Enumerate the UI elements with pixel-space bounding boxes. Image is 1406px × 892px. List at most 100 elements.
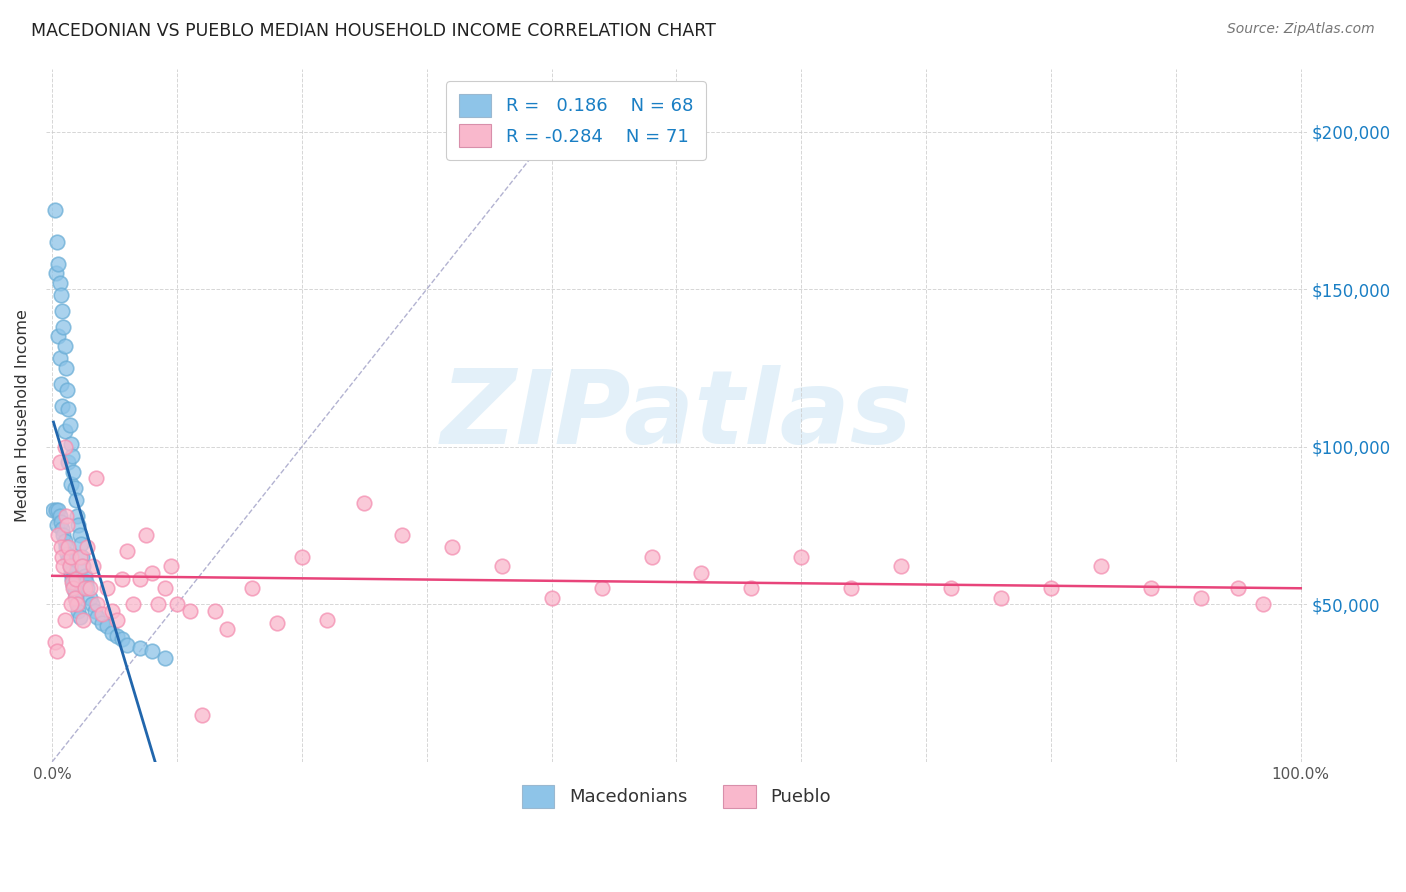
Point: [66, 597, 89, 611]
Point: [62, 582, 84, 596]
Point: [540, 591, 562, 605]
Point: [166, 597, 188, 611]
Point: [890, 559, 912, 574]
Point: [75, 575, 97, 590]
Point: [91, 616, 114, 631]
Point: [52, 319, 75, 334]
Point: [53, 339, 76, 353]
Point: [44, 635, 66, 649]
Point: [111, 632, 134, 646]
Point: [86, 597, 108, 611]
Point: [59, 566, 82, 580]
Point: [159, 559, 181, 574]
Point: [55, 541, 77, 555]
Point: [53, 613, 76, 627]
Point: [59, 417, 82, 432]
Point: [191, 707, 214, 722]
Point: [52, 528, 75, 542]
Text: MACEDONIAN VS PUEBLO MEDIAN HOUSEHOLD INCOME CORRELATION CHART: MACEDONIAN VS PUEBLO MEDIAN HOUSEHOLD IN…: [31, 22, 716, 40]
Point: [66, 597, 89, 611]
Point: [115, 543, 138, 558]
Point: [73, 569, 96, 583]
Point: [53, 424, 76, 438]
Point: [48, 528, 70, 542]
Point: [91, 607, 114, 621]
Point: [115, 638, 138, 652]
Point: [941, 582, 963, 596]
Point: [101, 603, 124, 617]
Point: [48, 257, 70, 271]
Point: [56, 547, 79, 561]
Point: [105, 613, 128, 627]
Point: [63, 591, 86, 605]
Point: [49, 376, 72, 391]
Point: [141, 644, 163, 658]
Point: [48, 329, 70, 343]
Point: [55, 508, 77, 523]
Text: ZIPatlas: ZIPatlas: [440, 365, 912, 466]
Point: [49, 541, 72, 555]
Point: [48, 351, 70, 366]
Point: [690, 566, 713, 580]
Point: [63, 584, 86, 599]
Point: [59, 597, 82, 611]
Point: [58, 455, 80, 469]
Point: [45, 502, 67, 516]
Point: [62, 578, 84, 592]
Point: [83, 603, 105, 617]
Point: [70, 549, 93, 564]
Point: [48, 276, 70, 290]
Text: Source: ZipAtlas.com: Source: ZipAtlas.com: [1227, 22, 1375, 37]
Point: [53, 440, 76, 454]
Point: [148, 597, 170, 611]
Point: [70, 559, 93, 574]
Point: [128, 641, 150, 656]
Point: [179, 603, 201, 617]
Point: [60, 572, 83, 586]
Point: [63, 481, 86, 495]
Point: [316, 613, 339, 627]
Point: [51, 522, 73, 536]
Point: [215, 623, 238, 637]
Point: [1253, 597, 1275, 611]
Point: [96, 582, 118, 596]
Point: [46, 235, 69, 249]
Point: [153, 650, 176, 665]
Point: [48, 508, 70, 523]
Point: [101, 625, 124, 640]
Point: [204, 603, 226, 617]
Point: [1040, 582, 1063, 596]
Point: [135, 528, 157, 542]
Point: [591, 582, 613, 596]
Point: [42, 502, 65, 516]
Point: [56, 383, 79, 397]
Point: [49, 516, 72, 530]
Point: [491, 559, 513, 574]
Point: [66, 508, 89, 523]
Point: [59, 477, 82, 491]
Point: [79, 582, 101, 596]
Point: [740, 582, 762, 596]
Point: [48, 455, 70, 469]
Point: [46, 518, 69, 533]
Point: [79, 591, 101, 605]
Point: [67, 518, 90, 533]
Point: [58, 553, 80, 567]
Point: [55, 360, 77, 375]
Point: [62, 465, 84, 479]
Point: [84, 471, 107, 485]
Point: [1227, 582, 1250, 596]
Point: [46, 644, 69, 658]
Point: [49, 288, 72, 302]
Point: [128, 572, 150, 586]
Point: [69, 528, 91, 542]
Point: [291, 549, 314, 564]
Point: [266, 616, 288, 631]
Point: [839, 582, 862, 596]
Point: [59, 559, 82, 574]
Point: [69, 610, 91, 624]
Point: [58, 401, 80, 416]
Point: [51, 399, 73, 413]
Point: [53, 534, 76, 549]
Point: [122, 597, 145, 611]
